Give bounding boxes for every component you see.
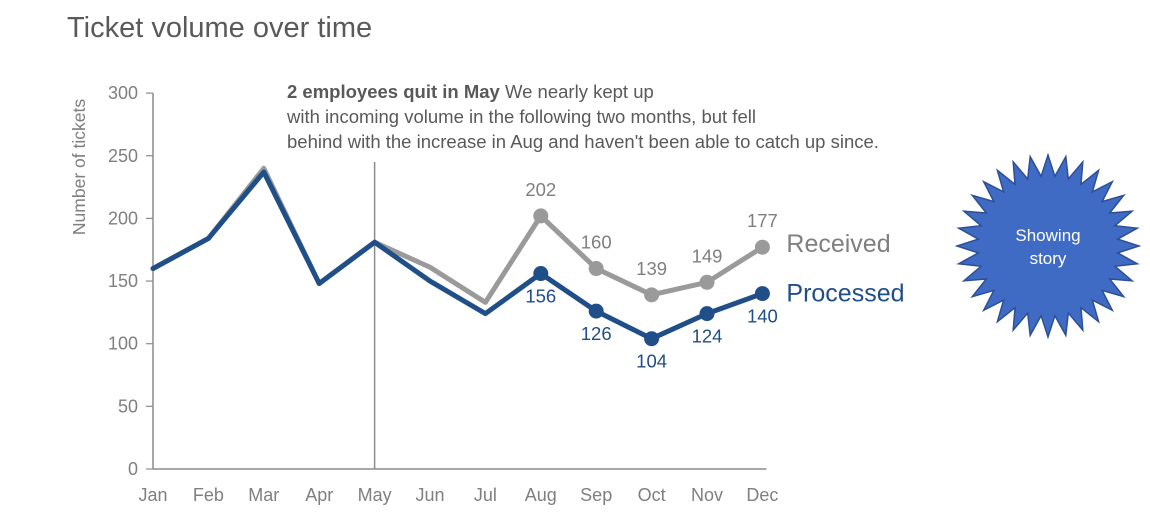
y-tick-label: 250 bbox=[108, 146, 138, 166]
axes: 0 50 100 150 200 250 300 Jan Feb Mar Apr May Jun Jul A… bbox=[108, 83, 778, 505]
x-tick-label: May bbox=[358, 485, 392, 505]
annotation-text: 2 employees quit in May We nearly kept u… bbox=[286, 81, 879, 152]
starburst-shape bbox=[954, 152, 1142, 340]
y-tick-label: 0 bbox=[128, 459, 138, 479]
y-tick-label: 50 bbox=[118, 396, 138, 416]
data-point-received bbox=[644, 287, 660, 303]
data-label-received: 160 bbox=[581, 232, 612, 253]
data-point-processed bbox=[533, 266, 549, 282]
annotation: 2 employees quit in May We nearly kept u… bbox=[286, 81, 879, 469]
data-point-processed bbox=[588, 303, 604, 319]
x-tick-label: Oct bbox=[638, 485, 666, 505]
series-name-processed: Processed bbox=[786, 280, 904, 308]
x-tick-label: Aug bbox=[525, 485, 557, 505]
data-label-received: 139 bbox=[636, 258, 667, 279]
x-tick-label: Dec bbox=[746, 485, 778, 505]
y-tick-label: 300 bbox=[108, 83, 138, 103]
series-line-processed bbox=[150, 169, 765, 342]
x-tick-label: Apr bbox=[305, 485, 333, 505]
data-label-processed: 140 bbox=[747, 306, 778, 327]
x-tick-label: Jan bbox=[138, 485, 167, 505]
data-label-processed: 104 bbox=[636, 351, 667, 372]
data-point-processed bbox=[754, 286, 770, 302]
data-label-received: 202 bbox=[525, 179, 556, 200]
x-tick-label: Jun bbox=[415, 485, 444, 505]
y-tick-label: 150 bbox=[108, 271, 138, 291]
data-point-received bbox=[533, 208, 549, 224]
data-point-processed bbox=[644, 331, 660, 347]
data-label-received: 149 bbox=[692, 245, 723, 266]
y-tick-label: 100 bbox=[108, 334, 138, 354]
y-tick-label: 200 bbox=[108, 208, 138, 228]
data-point-received bbox=[754, 239, 770, 255]
data-point-processed bbox=[699, 306, 715, 322]
badge-text: Showing story bbox=[1015, 226, 1080, 268]
series-line-received bbox=[150, 165, 765, 305]
series: 202 160 139 149 177 Received 156 126 104 124 140 Pr… bbox=[150, 165, 905, 372]
data-label-processed: 126 bbox=[581, 323, 612, 344]
series-name-received: Received bbox=[786, 230, 890, 258]
data-label-received: 177 bbox=[747, 210, 778, 231]
y-axis-label: Number of tickets bbox=[69, 99, 89, 235]
x-tick-label: Feb bbox=[193, 485, 224, 505]
showing-story-badge: Showing story bbox=[954, 152, 1142, 340]
data-point-received bbox=[699, 274, 715, 290]
x-tick-label: Mar bbox=[248, 485, 279, 505]
x-tick-label: Nov bbox=[691, 485, 723, 505]
x-tick-label: Sep bbox=[580, 485, 612, 505]
x-tick-label: Jul bbox=[474, 485, 497, 505]
chart-title: Ticket volume over time bbox=[67, 12, 372, 44]
data-label-processed: 124 bbox=[692, 326, 723, 347]
data-point-received bbox=[588, 261, 604, 277]
data-label-processed: 156 bbox=[525, 286, 556, 307]
